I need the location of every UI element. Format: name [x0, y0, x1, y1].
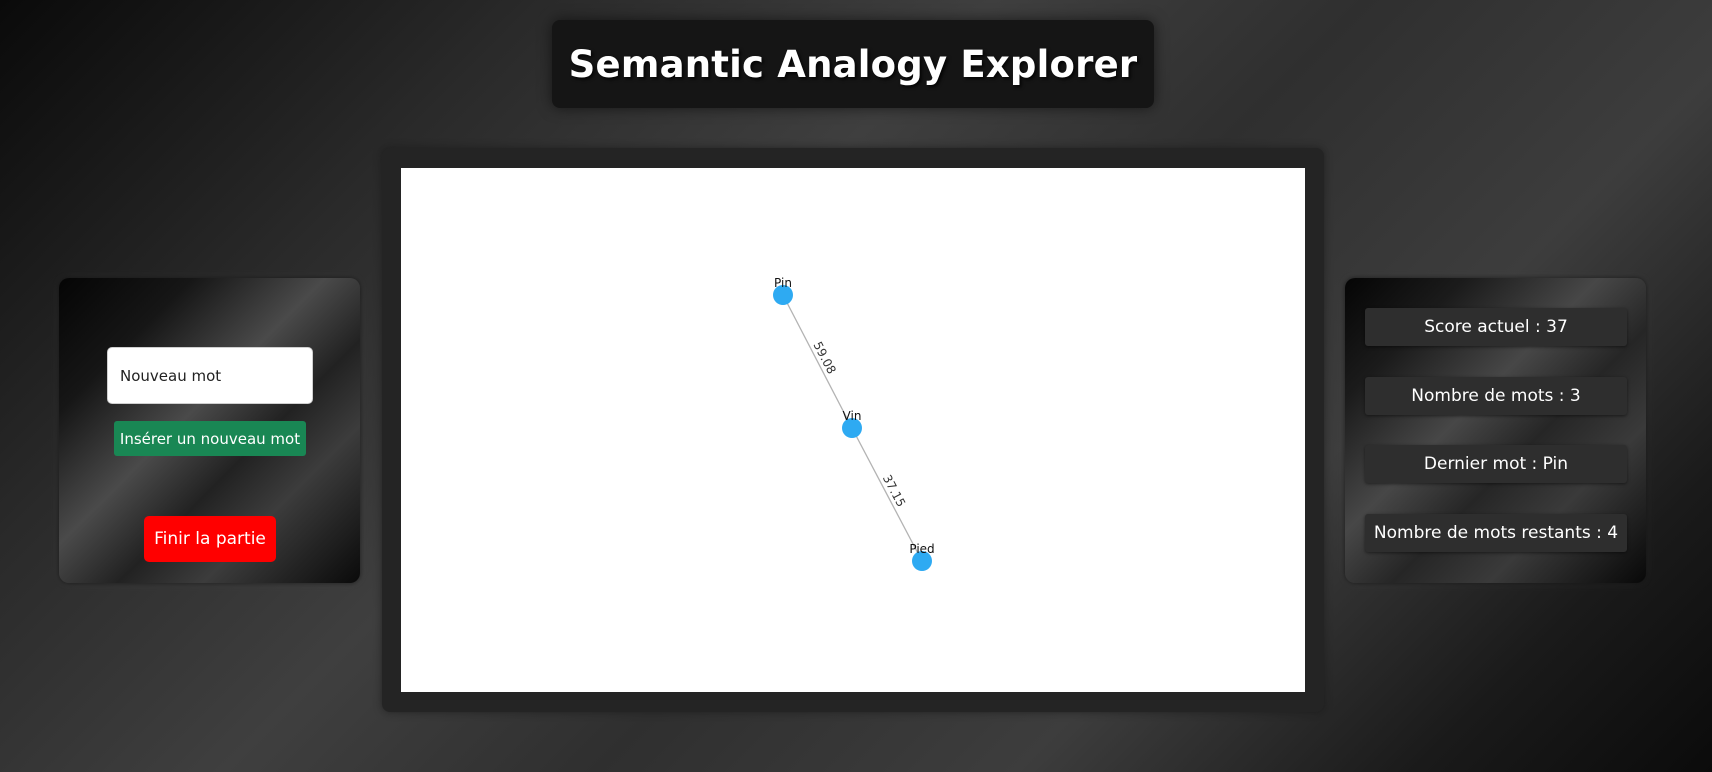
last-word: Dernier mot : Pin	[1365, 445, 1627, 483]
new-word-input[interactable]	[107, 347, 313, 404]
node-label-vin: Vin	[843, 409, 862, 423]
word-graph[interactable]: 59.08 37.15 Pin Vin Pied	[401, 168, 1305, 692]
title-banner: Semantic Analogy Explorer	[552, 20, 1154, 108]
edge-vin-pied	[851, 427, 923, 562]
finish-game-button[interactable]: Finir la partie	[144, 516, 276, 562]
graph-canvas[interactable]: 59.08 37.15 Pin Vin Pied	[401, 168, 1305, 692]
edge-pin-vin	[782, 294, 853, 429]
page-title: Semantic Analogy Explorer	[568, 42, 1138, 86]
edge-label-vin-pied: 37.15	[880, 472, 908, 509]
edge-label-pin-vin: 59.08	[810, 339, 838, 376]
node-label-pied: Pied	[909, 542, 934, 556]
controls-panel: Insérer un nouveau mot Finir la partie	[59, 278, 360, 583]
remaining-words: Nombre de mots restants : 4	[1365, 514, 1627, 552]
node-pin[interactable]	[773, 285, 793, 305]
node-label-pin: Pin	[774, 276, 792, 290]
current-score: Score actuel : 37	[1365, 308, 1627, 346]
graph-frame: 59.08 37.15 Pin Vin Pied	[382, 148, 1324, 712]
node-vin[interactable]	[842, 418, 862, 438]
insert-word-button[interactable]: Insérer un nouveau mot	[114, 421, 306, 456]
node-pied[interactable]	[912, 551, 932, 571]
word-count: Nombre de mots : 3	[1365, 377, 1627, 415]
stats-panel: Score actuel : 37 Nombre de mots : 3 Der…	[1345, 278, 1646, 583]
